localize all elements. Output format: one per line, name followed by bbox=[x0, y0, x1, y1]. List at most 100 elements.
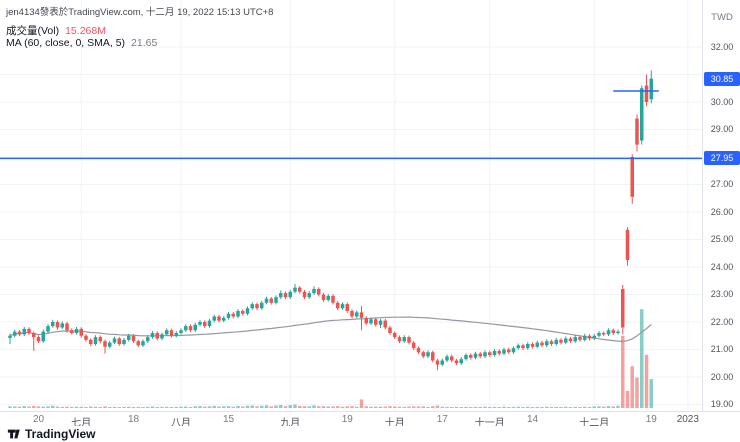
volume-bar bbox=[188, 406, 193, 408]
candle-body bbox=[488, 352, 492, 355]
candle-body bbox=[184, 326, 188, 331]
candle-body bbox=[578, 337, 582, 340]
volume-bar bbox=[283, 406, 288, 408]
volume-bar bbox=[36, 406, 41, 408]
volume-bar bbox=[74, 406, 79, 408]
candle-body bbox=[635, 118, 639, 145]
volume-bar bbox=[369, 406, 373, 408]
candle-body bbox=[435, 360, 440, 365]
volume-bar bbox=[65, 406, 69, 408]
candle-body bbox=[559, 339, 563, 343]
time-axis[interactable]: 20 七月 18 八月 15 九月 19 十月 17 十一月 14 十二月 19 2023 bbox=[0, 411, 740, 429]
candle-body bbox=[108, 342, 112, 347]
ma-legend: MA (60, close, 0, SMA, 5) 21.65 bbox=[6, 37, 157, 49]
price-tick-label: 20.00 bbox=[710, 371, 734, 382]
volume-bar bbox=[388, 406, 392, 408]
volume-bar bbox=[217, 406, 221, 408]
volume-bar bbox=[383, 406, 387, 408]
time-axis-label: 20 bbox=[32, 414, 45, 425]
candle-body bbox=[70, 330, 74, 333]
volume-bar bbox=[245, 405, 250, 408]
volume-bar bbox=[203, 406, 207, 408]
candle-body bbox=[269, 298, 273, 303]
candle-body bbox=[41, 331, 45, 342]
candle-body bbox=[616, 331, 620, 333]
volume-bar bbox=[535, 406, 539, 408]
volume-bar bbox=[625, 390, 630, 408]
candle-body bbox=[378, 320, 383, 325]
volume-bar bbox=[312, 405, 316, 408]
candle-body bbox=[630, 157, 634, 197]
candle-body bbox=[426, 352, 430, 357]
volume-bar bbox=[207, 406, 212, 408]
candle-body bbox=[241, 311, 245, 314]
candle-body bbox=[226, 313, 231, 318]
volume-bar bbox=[540, 407, 544, 408]
volume-bar bbox=[55, 406, 60, 408]
candle-body bbox=[317, 289, 321, 295]
candle-body bbox=[492, 350, 497, 355]
volume-bar bbox=[293, 404, 297, 408]
candle-body bbox=[507, 349, 511, 353]
price-tick-label: 23.00 bbox=[710, 289, 734, 299]
candle-body bbox=[621, 289, 625, 328]
candle-body bbox=[203, 322, 207, 327]
volume-bar bbox=[364, 406, 368, 408]
volume-bar bbox=[127, 406, 131, 408]
candle-body bbox=[402, 337, 406, 342]
candle-body bbox=[540, 342, 544, 346]
candle-body bbox=[469, 355, 473, 358]
candle-body bbox=[122, 339, 126, 344]
volume-bar bbox=[84, 407, 88, 408]
volume-bar bbox=[13, 406, 17, 408]
candle-body bbox=[46, 326, 50, 332]
candle-body bbox=[611, 330, 615, 333]
time-axis-label: 18 bbox=[127, 414, 140, 425]
volume-bar bbox=[407, 406, 411, 408]
candle-body bbox=[421, 352, 425, 357]
volume-bar bbox=[27, 406, 31, 408]
candle-body bbox=[545, 341, 549, 346]
volume-bar bbox=[606, 406, 611, 408]
candle-body bbox=[502, 349, 506, 354]
candle-body bbox=[293, 287, 297, 292]
candle-body bbox=[169, 330, 174, 336]
candle-body bbox=[549, 341, 554, 344]
candle-body bbox=[198, 322, 202, 325]
candle-body bbox=[606, 330, 611, 335]
volume-bar bbox=[169, 407, 174, 408]
candle-body bbox=[640, 88, 644, 141]
volume-legend-value: 15.268M bbox=[65, 25, 106, 37]
candle-body bbox=[388, 327, 392, 333]
volume-bar bbox=[98, 407, 102, 408]
candle-body bbox=[279, 293, 283, 298]
volume-bar bbox=[602, 406, 606, 408]
volume-bar bbox=[336, 406, 340, 408]
volume-bar bbox=[568, 407, 573, 408]
volume-bar bbox=[492, 406, 497, 408]
price-tick-label: 29.00 bbox=[710, 124, 734, 134]
time-axis-label: 十一月 bbox=[474, 418, 505, 429]
volume-bar bbox=[103, 406, 107, 408]
volume-bar bbox=[93, 406, 98, 408]
volume-bar bbox=[587, 406, 592, 408]
brand-name[interactable]: TradingView bbox=[25, 427, 96, 441]
price-axis[interactable]: TWD 32.00 30.00 29.00 27.00 26.00 25.00 24.00 2… bbox=[702, 0, 740, 411]
volume-bar bbox=[459, 407, 463, 408]
volume-bar bbox=[89, 406, 93, 408]
volume-bar bbox=[41, 406, 45, 408]
price-chart-plot[interactable] bbox=[0, 0, 702, 411]
candle-body bbox=[112, 338, 117, 343]
candle-body bbox=[36, 337, 41, 342]
tradingview-logo-icon[interactable] bbox=[7, 427, 21, 441]
time-axis-label: 17 bbox=[436, 414, 448, 425]
volume-bar bbox=[592, 406, 596, 408]
candle-body bbox=[250, 304, 254, 309]
volume-bar bbox=[497, 407, 501, 408]
candle-body bbox=[625, 229, 630, 261]
candle-body bbox=[602, 333, 606, 335]
candle-body bbox=[255, 304, 259, 309]
volume-bar bbox=[426, 406, 430, 408]
volume-bar bbox=[511, 406, 516, 408]
volume-bar bbox=[279, 404, 283, 408]
